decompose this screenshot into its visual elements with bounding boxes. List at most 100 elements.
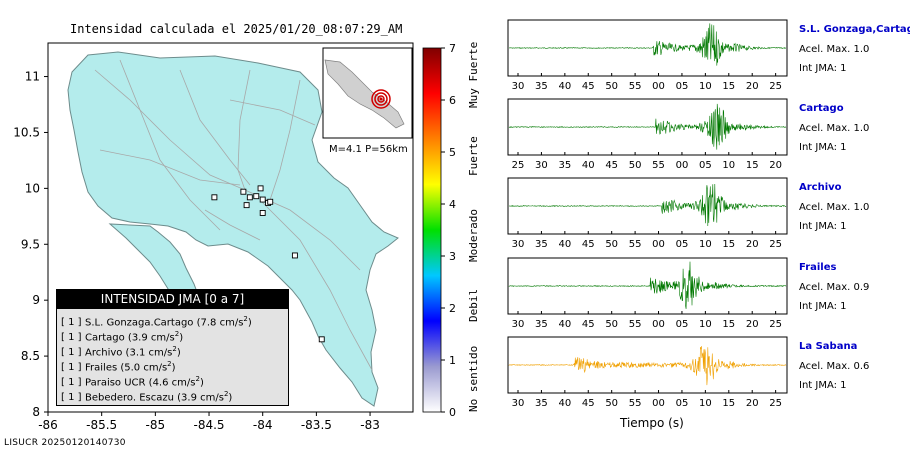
band-muy-fuerte: Muy Fuerte [467, 41, 480, 108]
waveform-panel: 25 30 35 40 45 50 55 00 05 10 15 20 [507, 98, 788, 171]
legend-unit-exponent: 2 [195, 375, 200, 383]
station-marker [246, 194, 253, 201]
legend-row: [ 1 ] Bebedero. Escazu (3.9 cm/s2) [61, 390, 232, 403]
waveform-panel: 30 35 40 45 50 55 00 05 10 15 20 25 [507, 19, 788, 92]
station-jma: Int JMA: 1 [799, 221, 847, 232]
colorbar-tick-label: 1 [449, 354, 456, 367]
legend-station: S.L. Gonzaga.Cartago (7.8 cm/s [85, 317, 244, 329]
station-marker [211, 194, 218, 201]
legend-unit-exponent: 2 [172, 345, 177, 353]
inset-map [322, 47, 413, 139]
waveform-tick-label: 10 [699, 81, 712, 92]
waveform-tick-label: 30 [512, 239, 525, 250]
colorbar-gradient [422, 47, 442, 413]
waveform-panel: 30 35 40 45 50 55 00 05 10 15 20 25 [507, 257, 788, 330]
y-tick-label: 9.5 [21, 237, 40, 251]
legend-close: ) [176, 347, 181, 359]
station-name: Cartago [799, 103, 844, 114]
colorbar-tick-label: 4 [449, 198, 456, 211]
waveform-tick-label: 50 [605, 239, 618, 250]
waveform-tick-label: 05 [699, 160, 712, 171]
colorbar-tick-label: 7 [449, 42, 456, 55]
band-fuerte: Fuerte [467, 136, 480, 176]
station-marker [267, 198, 274, 205]
y-tick-label: 10.5 [13, 125, 40, 139]
epicenter-ring [374, 92, 388, 106]
waveform-trace [508, 346, 787, 386]
x-tick-label: -86 [38, 418, 58, 432]
waveform-tick-label: 35 [535, 239, 548, 250]
x-tick-label: -83 [360, 418, 380, 432]
colorbar-tick-label: 0 [449, 406, 456, 419]
waveform-tick-label: 50 [629, 160, 642, 171]
waveform-tick-label: 45 [605, 160, 618, 171]
waveform-tick-label: 10 [699, 319, 712, 330]
legend-intensity: [ 1 ] [61, 332, 82, 344]
waveform-panel: 30 35 40 45 50 55 00 05 10 15 20 25 [507, 336, 788, 409]
waveform-tick-label: 35 [535, 398, 548, 409]
footer-id: LISUCR 20250120140730 [4, 438, 126, 448]
road-line [269, 79, 301, 201]
waveform-tick-label: 45 [582, 319, 595, 330]
road-line [119, 59, 221, 231]
waveform-tick-label: 45 [582, 239, 595, 250]
y-tick-label: 9 [32, 293, 40, 307]
legend-close: ) [228, 392, 233, 404]
waveform-tick-label: 15 [722, 398, 735, 409]
legend-title: INTENSIDAD JMA [0 a 7] [57, 290, 288, 309]
legend-row: [ 1 ] Cartago (3.9 cm/s2) [61, 330, 183, 343]
legend-station: Bebedero. Escazu (3.9 cm/s [85, 392, 224, 404]
station-accel: Acel. Max. 1.0 [799, 123, 870, 134]
legend-close: ) [199, 377, 204, 389]
colorbar: 0 1 2 3 4 5 6 7 [422, 42, 456, 419]
waveform-tick-label: 45 [582, 398, 595, 409]
waveform-tick-label: 55 [629, 81, 642, 92]
road-line [94, 69, 361, 271]
x-tick-label: -84 [253, 418, 273, 432]
road-network [94, 59, 373, 371]
station-accel: Acel. Max. 1.0 [799, 44, 870, 55]
waveform-tick-label: 30 [512, 398, 525, 409]
waveform-tick-label: 00 [676, 160, 689, 171]
waveform-tick-label: 00 [652, 319, 665, 330]
colorbar-tick-label: 3 [449, 250, 456, 263]
station-marker [243, 202, 250, 209]
band-debil: Debil [467, 288, 480, 322]
waveform-trace [508, 103, 787, 150]
waveform-tick-label: 10 [699, 398, 712, 409]
station-accel: Acel. Max. 1.0 [799, 202, 870, 213]
waveform-tick-label: 25 [769, 398, 782, 409]
waveform-panels: 30 35 40 45 50 55 00 05 10 15 20 25 25 30 35 40 45 50 55 00… [507, 19, 788, 409]
waveform-tick-label: 35 [535, 81, 548, 92]
y-tick-label: 11 [25, 70, 40, 84]
legend-intensity: [ 1 ] [61, 362, 82, 374]
waveform-trace [508, 261, 787, 309]
waveform-trace [508, 183, 787, 227]
waveform-tick-label: 20 [746, 398, 759, 409]
waveform-tick-label: 20 [769, 160, 782, 171]
station-jma: Int JMA: 1 [799, 301, 847, 312]
station-name: La Sabana [799, 341, 858, 352]
waveform-tick-label: 50 [605, 398, 618, 409]
station-marker [253, 193, 260, 200]
waveform-tick-label: 45 [582, 81, 595, 92]
waveform-tick-label: 30 [512, 81, 525, 92]
waveform-tick-label: 15 [746, 160, 759, 171]
waveform-tick-label: 40 [582, 160, 595, 171]
legend-intensity: [ 1 ] [61, 347, 82, 359]
legend-station: Paraiso UCR (4.6 cm/s [85, 377, 196, 389]
waveform-panel: 30 35 40 45 50 55 00 05 10 15 20 25 [507, 177, 788, 250]
costa-rica-land [67, 51, 399, 407]
band-no-sentido: No sentido [467, 345, 480, 412]
waveform-tick-label: 25 [512, 160, 525, 171]
road-line [99, 149, 241, 186]
epicenter-ring [377, 95, 385, 103]
waveform-tick-label: 20 [746, 81, 759, 92]
legend-station: Archivo (3.1 cm/s [85, 347, 173, 359]
waveform-tick-label: 05 [676, 319, 689, 330]
station-accel: Acel. Max. 0.9 [799, 282, 870, 293]
waveform-tick-label: 00 [652, 398, 665, 409]
waveform-tick-label: 25 [769, 239, 782, 250]
colorbar-tick-label: 5 [449, 146, 456, 159]
road-line [204, 209, 261, 241]
